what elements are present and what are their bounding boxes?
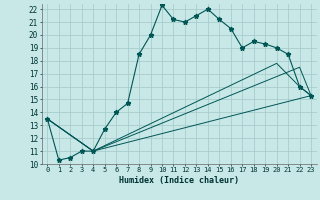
X-axis label: Humidex (Indice chaleur): Humidex (Indice chaleur)	[119, 176, 239, 185]
